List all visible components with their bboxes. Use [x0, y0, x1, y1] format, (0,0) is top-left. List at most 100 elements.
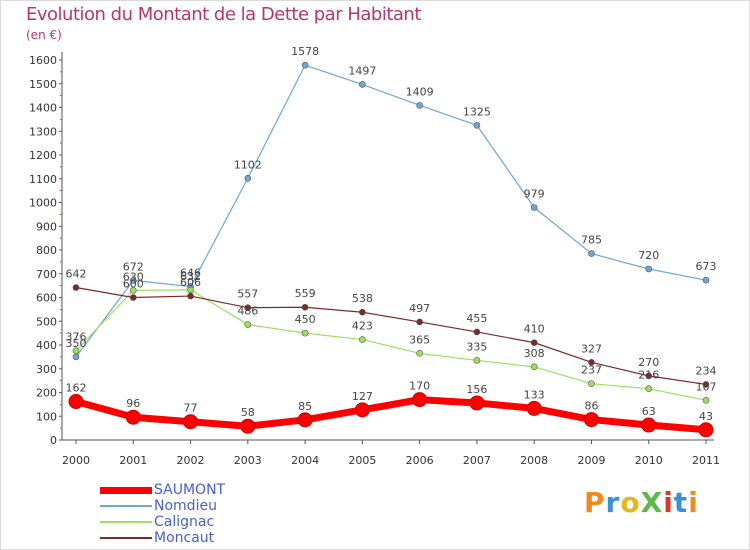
legend-label: Calignac	[154, 514, 215, 530]
data-point-calignac	[359, 336, 366, 343]
data-label-calignac: 335	[466, 340, 487, 353]
data-label-moncaut: 497	[409, 302, 430, 315]
data-label-calignac: 167	[696, 380, 717, 393]
y-tick-label: 100	[36, 410, 57, 423]
data-point-moncaut	[301, 303, 309, 311]
logo-letter: o	[620, 486, 641, 519]
data-point-calignac	[530, 363, 538, 371]
y-tick-label: 400	[36, 339, 57, 352]
chart-unit: (en €)	[26, 28, 62, 42]
data-label-nomdieu: 1497	[348, 64, 376, 77]
data-label-calignac: 486	[237, 305, 258, 318]
data-point-nomdieu	[129, 277, 137, 284]
data-label-moncaut: 234	[696, 364, 717, 377]
data-label-moncaut: 538	[352, 292, 373, 305]
data-label-nomdieu: 720	[638, 249, 659, 262]
series-line-saumont	[75, 396, 707, 434]
y-tick-label: 1600	[29, 54, 57, 67]
data-label-moncaut: 606	[180, 276, 201, 289]
data-label-calignac: 450	[295, 313, 316, 326]
data-point-saumont	[698, 422, 714, 438]
x-tick-label: 2009	[577, 454, 605, 467]
legend-label: Nomdieu	[154, 498, 217, 514]
data-label-calignac: 630	[123, 270, 144, 283]
x-tick-label: 2008	[520, 454, 548, 467]
data-label-saumont: 133	[524, 388, 545, 401]
x-tick-label: 2004	[291, 454, 319, 467]
y-tick-label: 900	[36, 220, 57, 233]
data-point-nomdieu	[702, 276, 710, 284]
data-label-nomdieu: 979	[524, 187, 545, 200]
data-point-moncaut	[187, 292, 194, 300]
data-label-saumont: 162	[66, 382, 87, 395]
x-tick-label: 2006	[406, 454, 434, 467]
y-tick-label: 0	[50, 434, 57, 447]
data-point-nomdieu	[530, 204, 538, 211]
legend-swatch	[100, 521, 152, 523]
data-label-nomdieu: 673	[696, 260, 717, 273]
data-point-saumont	[526, 400, 542, 416]
data-label-nomdieu: 1102	[234, 158, 262, 171]
data-label-nomdieu: 672	[123, 260, 144, 273]
data-point-nomdieu	[244, 174, 252, 182]
data-label-moncaut: 270	[638, 356, 659, 369]
data-label-moncaut: 600	[123, 278, 144, 291]
data-label-moncaut: 327	[581, 342, 602, 355]
y-tick-label: 1200	[29, 149, 57, 162]
chart-title: Evolution du Montant de la Dette par Hab…	[26, 4, 421, 25]
data-point-calignac	[702, 397, 710, 404]
data-point-saumont	[354, 402, 370, 418]
data-point-moncaut	[72, 284, 80, 291]
data-point-saumont	[125, 409, 141, 425]
legend-item-calignac: Calignac	[100, 514, 360, 530]
data-point-moncaut	[530, 339, 538, 346]
data-label-moncaut: 455	[466, 312, 487, 325]
y-tick-label: 800	[36, 244, 57, 257]
data-label-nomdieu: 1325	[463, 105, 491, 118]
data-point-moncaut	[416, 318, 423, 326]
logo-letter: P	[584, 486, 606, 519]
data-label-moncaut: 410	[524, 323, 545, 336]
data-point-calignac	[244, 321, 252, 328]
logo-letter: r	[605, 486, 621, 519]
y-tick-label: 600	[36, 292, 57, 305]
data-point-saumont	[297, 412, 313, 428]
series-line-moncaut	[75, 286, 707, 386]
logo-letter: i	[663, 486, 674, 519]
data-point-nomdieu	[72, 353, 80, 361]
data-point-saumont	[641, 417, 657, 433]
legend-item-saumont: SAUMONT	[100, 482, 360, 498]
data-label-calignac: 423	[352, 320, 373, 333]
data-label-nomdieu: 785	[581, 234, 602, 247]
data-point-nomdieu	[301, 61, 309, 69]
data-label-saumont: 58	[241, 406, 255, 419]
series-line-calignac	[75, 289, 707, 401]
legend-swatch	[100, 486, 152, 494]
y-tick-label: 500	[36, 315, 57, 328]
data-point-calignac	[72, 347, 80, 355]
series-line-nomdieu	[75, 64, 707, 358]
data-point-saumont	[240, 418, 256, 434]
data-label-calignac: 216	[638, 369, 659, 382]
data-point-calignac	[473, 357, 481, 364]
data-label-calignac: 237	[581, 364, 602, 377]
legend-label: SAUMONT	[154, 482, 226, 498]
data-point-nomdieu	[588, 250, 595, 257]
data-point-calignac	[416, 350, 423, 357]
x-tick-label: 2011	[692, 454, 720, 467]
data-point-moncaut	[129, 294, 137, 301]
data-label-moncaut: 642	[66, 268, 87, 281]
data-label-moncaut: 559	[295, 287, 316, 300]
data-point-moncaut	[473, 328, 481, 336]
legend-item-moncaut: Moncaut	[100, 530, 360, 546]
data-label-nomdieu: 646	[180, 267, 201, 280]
data-label-moncaut: 557	[237, 288, 258, 301]
y-tick-label: 1300	[29, 125, 57, 138]
data-point-saumont	[183, 414, 199, 430]
proxiti-logo: ProXiti	[584, 486, 699, 519]
data-label-nomdieu: 1409	[406, 85, 434, 98]
y-tick-label: 1100	[29, 173, 57, 186]
logo-letter: i	[688, 486, 699, 519]
data-point-nomdieu	[416, 102, 423, 109]
